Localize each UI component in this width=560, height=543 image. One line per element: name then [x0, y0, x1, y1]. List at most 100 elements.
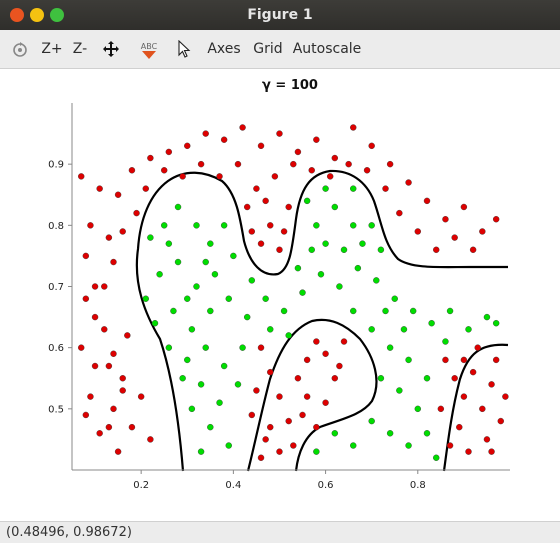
red-point: [124, 332, 131, 339]
green-point: [317, 271, 325, 278]
x-axis-ticks: 0.2 0.4 0.6 0.8: [133, 470, 426, 491]
green-point: [165, 344, 173, 351]
boundary-curve: [442, 343, 509, 472]
red-point: [257, 240, 265, 247]
red-point: [340, 338, 348, 345]
green-point: [483, 313, 491, 321]
red-point: [133, 209, 140, 217]
green-point: [409, 307, 417, 315]
zoom-out-button[interactable]: Z-: [70, 30, 90, 68]
green-point: [142, 295, 149, 302]
grid-label: Grid: [253, 41, 283, 57]
red-point: [91, 313, 99, 321]
red-point: [147, 436, 154, 443]
red-point: [285, 417, 292, 425]
red-point: [303, 356, 311, 364]
red-point: [114, 448, 122, 455]
window-title: Figure 1: [247, 7, 313, 23]
green-point: [492, 319, 500, 327]
red-point: [451, 234, 458, 241]
green-point: [423, 430, 431, 437]
green-point: [202, 344, 209, 351]
red-point: [492, 356, 500, 364]
zoom-in-button[interactable]: Z+: [40, 30, 64, 68]
red-point: [322, 399, 329, 406]
y-axis-ticks: 0.5 0.6 0.7 0.8 0.9: [48, 160, 72, 415]
green-point: [234, 381, 242, 388]
red-point: [303, 393, 311, 400]
red-point: [257, 344, 265, 351]
red-point: [326, 173, 334, 180]
red-point: [179, 173, 186, 180]
red-point: [128, 423, 136, 431]
green-point: [188, 326, 196, 333]
pan-button[interactable]: [100, 30, 122, 68]
red-point: [257, 142, 265, 150]
select-button[interactable]: [174, 30, 194, 68]
red-point: [308, 167, 315, 174]
green-point: [377, 375, 385, 382]
red-point: [299, 411, 306, 419]
grid-button[interactable]: Grid: [252, 30, 284, 68]
red-point: [446, 442, 454, 449]
close-window-button[interactable]: [10, 8, 24, 22]
cursor-arrow-icon: [178, 40, 191, 58]
red-point: [368, 142, 375, 150]
green-point: [313, 448, 320, 455]
chart-title: γ = 100: [262, 78, 318, 93]
red-point: [276, 246, 283, 254]
green-point: [400, 326, 408, 333]
x-tick-label: 0.4: [225, 480, 241, 491]
red-point: [248, 228, 256, 235]
maximize-window-button[interactable]: [50, 8, 64, 22]
green-point: [465, 326, 472, 333]
red-point: [488, 448, 495, 455]
red-point: [350, 124, 357, 131]
red-point: [147, 154, 154, 162]
red-point: [276, 448, 283, 455]
green-point: [446, 307, 454, 315]
red-point: [497, 417, 504, 425]
green-point: [294, 264, 302, 272]
y-tick-label: 0.9: [48, 160, 64, 171]
red-point: [363, 167, 371, 174]
red-point: [437, 405, 445, 413]
red-point: [382, 185, 389, 192]
red-point: [234, 160, 242, 168]
red-point: [465, 448, 472, 455]
autoscale-button[interactable]: Autoscale: [292, 30, 362, 68]
red-point: [442, 356, 449, 364]
green-point: [414, 405, 421, 413]
red-point: [216, 173, 223, 180]
figure-canvas[interactable]: γ = 100 0.2 0.4 0.6 0.8 0.5 0.6 0.7 0.8 0.9: [0, 69, 560, 521]
rotate-button[interactable]: [8, 30, 32, 68]
red-point: [414, 228, 421, 235]
green-point: [303, 197, 311, 205]
red-point: [313, 136, 320, 143]
red-point: [290, 442, 297, 449]
red-point: [460, 356, 468, 364]
autoscale-label: Autoscale: [292, 41, 362, 57]
green-point: [428, 319, 435, 327]
green-point: [220, 362, 228, 370]
red-point: [262, 436, 269, 443]
axes-button[interactable]: Axes: [206, 30, 242, 68]
red-point: [96, 430, 103, 437]
green-point: [354, 264, 362, 272]
red-point: [105, 362, 113, 370]
green-point: [391, 295, 398, 302]
red-point: [253, 387, 260, 394]
green-point: [350, 442, 357, 449]
red-point: [82, 252, 90, 260]
minimize-window-button[interactable]: [30, 8, 44, 22]
status-bar: (0.48496, 0.98672): [0, 521, 560, 543]
red-point: [105, 234, 113, 241]
red-point: [276, 130, 283, 137]
green-point: [248, 277, 256, 284]
green-point: [377, 246, 385, 254]
red-point: [313, 423, 320, 431]
window-titlebar: Figure 1: [0, 0, 560, 30]
text-tool-button[interactable]: ABC: [134, 30, 164, 68]
green-point: [386, 430, 394, 437]
red-point: [271, 173, 279, 180]
